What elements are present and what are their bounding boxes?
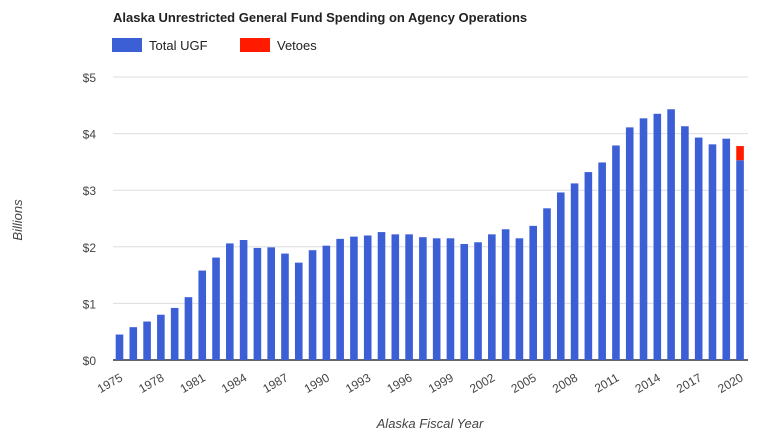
x-tick-label: 1999	[426, 370, 456, 396]
bar-total-ugf-2011	[612, 145, 620, 360]
bar-total-ugf-1990	[322, 245, 331, 360]
y-tick-label: $5	[83, 71, 97, 85]
bar-total-ugf-1976	[129, 327, 138, 360]
legend-swatch-total-ugf	[112, 38, 142, 52]
y-tick-label: $4	[83, 128, 97, 142]
bar-total-ugf-2010	[598, 162, 606, 360]
bar-total-ugf-1980	[184, 297, 193, 360]
x-tick-label: 2020	[715, 370, 745, 396]
x-tick-label: 1990	[302, 370, 332, 396]
bar-total-ugf-1998	[432, 238, 441, 360]
bar-total-ugf-2012	[625, 127, 634, 361]
bar-total-ugf-2019	[722, 138, 731, 360]
y-tick-label: $1	[83, 297, 97, 311]
bar-total-ugf-2017	[694, 137, 703, 360]
bar-total-ugf-2001	[474, 242, 482, 360]
bar-total-ugf-1994	[377, 232, 386, 360]
bar-total-ugf-1991	[336, 238, 344, 360]
bar-total-ugf-2006	[543, 208, 551, 360]
x-tick-label: 2005	[509, 370, 539, 396]
bar-total-ugf-1989	[308, 250, 317, 360]
bar-total-ugf-2004	[515, 238, 524, 360]
bar-total-ugf-1997	[419, 237, 427, 360]
bar-total-ugf-1984	[239, 240, 248, 360]
bar-total-ugf-1978	[157, 314, 165, 360]
x-tick-label: 2017	[674, 370, 704, 396]
x-tick-label: 2008	[550, 370, 580, 396]
x-tick-label: 1978	[136, 370, 166, 396]
legend-swatch-vetoes	[240, 38, 270, 52]
bar-total-ugf-1995	[391, 234, 400, 360]
bar-total-ugf-2000	[460, 243, 469, 360]
legend-label-total-ugf: Total UGF	[149, 38, 208, 53]
legend: Total UGF Vetoes	[112, 38, 317, 53]
bar-total-ugf-2002	[488, 234, 496, 360]
x-tick-label: 2011	[592, 370, 622, 395]
x-tick-label: 1996	[384, 370, 414, 396]
x-tick-label: 1993	[343, 370, 373, 396]
x-tick-label: 1981	[178, 370, 208, 396]
y-tick-label: $2	[83, 241, 97, 255]
bar-total-ugf-2008	[570, 183, 579, 360]
bar-total-ugf-1982	[212, 257, 220, 360]
y-tick-label: $3	[83, 184, 97, 198]
bar-total-ugf-1983	[226, 243, 234, 360]
bar-vetoes-2020	[736, 146, 744, 161]
x-axis-label: Alaska Fiscal Year	[376, 416, 484, 431]
bar-total-ugf-1979	[170, 307, 179, 360]
bar-total-ugf-2015	[667, 109, 675, 361]
bar-total-ugf-1986	[267, 247, 275, 360]
bar-total-ugf-2009	[584, 172, 593, 360]
bar-total-ugf-2003	[501, 229, 510, 360]
x-tick-label: 1984	[219, 370, 249, 396]
bar-total-ugf-2014	[653, 113, 662, 360]
bar-total-ugf-1981	[198, 270, 207, 360]
bar-total-ugf-1988	[294, 262, 303, 360]
legend-label-vetoes: Vetoes	[277, 38, 317, 53]
bar-total-ugf-2013	[639, 118, 648, 361]
bar-total-ugf-2020	[736, 160, 744, 360]
x-tick-label: 1975	[95, 370, 125, 396]
bar-total-ugf-2018	[708, 144, 717, 360]
bar-total-ugf-1985	[253, 247, 262, 360]
bar-total-ugf-1992	[350, 236, 358, 360]
bar-total-ugf-1996	[405, 234, 413, 360]
bar-total-ugf-1999	[446, 238, 455, 360]
bar-total-ugf-1977	[143, 321, 151, 360]
bar-total-ugf-2007	[556, 192, 565, 360]
chart-title: Alaska Unrestricted General Fund Spendin…	[113, 10, 527, 25]
x-tick-label: 2014	[633, 370, 663, 396]
x-tick-label: 2002	[467, 370, 497, 396]
bar-total-ugf-2016	[681, 126, 689, 360]
bar-total-ugf-1987	[281, 253, 289, 360]
y-tick-label: $0	[83, 354, 97, 368]
bar-total-ugf-1993	[363, 235, 372, 360]
bar-total-ugf-2005	[529, 225, 537, 360]
bar-total-ugf-1975	[115, 334, 124, 360]
y-axis-label: Billions	[10, 199, 25, 241]
x-tick-label: 1987	[260, 370, 290, 396]
